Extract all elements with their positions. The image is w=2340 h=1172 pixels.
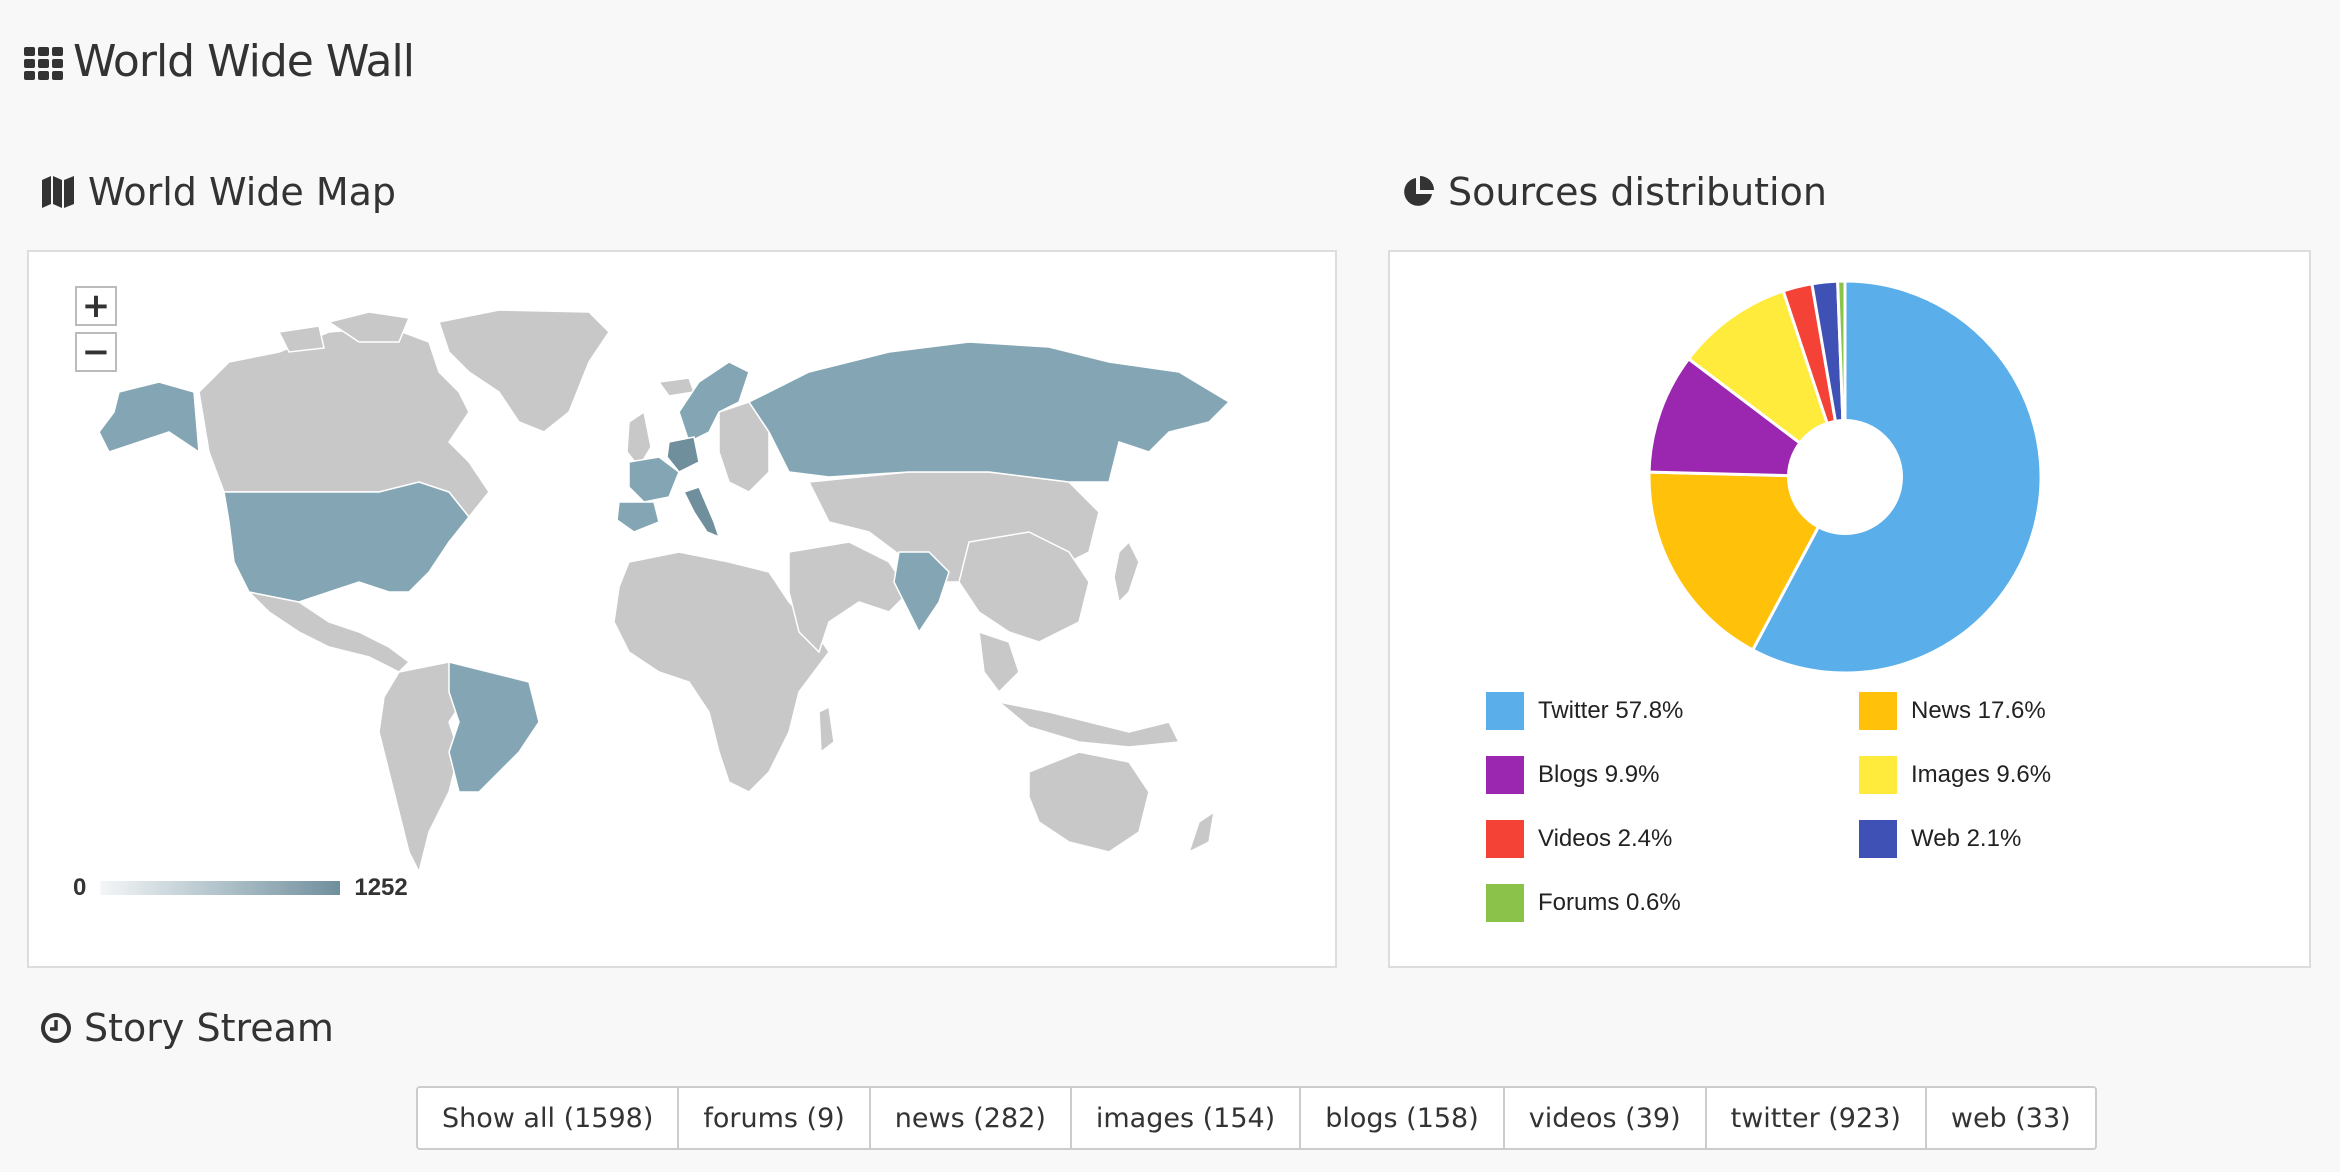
map-icon bbox=[42, 176, 74, 208]
legend-swatch bbox=[1859, 756, 1897, 794]
apps-grid-icon bbox=[24, 47, 63, 80]
map-region-canada bbox=[198, 326, 490, 519]
legend-label: Web 2.1% bbox=[1911, 825, 2022, 852]
map-region-middle-east bbox=[788, 541, 910, 654]
legend-swatch bbox=[1859, 692, 1897, 730]
legend-swatch bbox=[1486, 756, 1524, 794]
map-region-greenland bbox=[438, 309, 610, 433]
zoom-out-button[interactable]: − bbox=[75, 332, 117, 372]
page-title: World Wide Wall bbox=[24, 36, 415, 87]
map-region-alaska bbox=[98, 381, 200, 454]
map-region-uk bbox=[626, 410, 652, 469]
filter-web-button[interactable]: web (33) bbox=[1926, 1088, 2095, 1148]
legend-item[interactable]: Twitter 57.8% bbox=[1486, 692, 1859, 730]
story-stream-heading-text: Story Stream bbox=[84, 1006, 334, 1050]
zoom-in-button[interactable]: + bbox=[75, 286, 117, 326]
donut-hole bbox=[1787, 419, 1903, 535]
pie-chart-icon bbox=[1404, 176, 1434, 206]
legend-label: Images 9.6% bbox=[1911, 761, 2052, 788]
legend-swatch bbox=[1859, 820, 1897, 858]
story-stream-heading: Story Stream bbox=[40, 1006, 334, 1050]
map-region-madagascar bbox=[818, 705, 835, 754]
map-region-africa bbox=[613, 551, 830, 793]
map-heading-text: World Wide Map bbox=[88, 170, 397, 214]
scale-max-label: 1252 bbox=[354, 874, 408, 901]
filter-news-button[interactable]: news (282) bbox=[870, 1088, 1072, 1148]
filter-images-button[interactable]: images (154) bbox=[1071, 1088, 1302, 1148]
sources-heading-text: Sources distribution bbox=[1448, 170, 1827, 214]
pie-slice-images[interactable] bbox=[1686, 289, 1848, 482]
map-region-scandinavia bbox=[678, 361, 750, 444]
map-region-australia bbox=[1028, 751, 1150, 853]
map-region-usa bbox=[223, 481, 470, 603]
legend-label: News 17.6% bbox=[1911, 697, 2046, 724]
legend-swatch bbox=[1486, 820, 1524, 858]
map-region-italy bbox=[682, 486, 721, 539]
world-map[interactable] bbox=[29, 252, 1335, 966]
map-region-china bbox=[958, 531, 1090, 643]
legend-swatch bbox=[1486, 884, 1524, 922]
clock-icon bbox=[41, 1013, 71, 1043]
map-region-brazil bbox=[448, 661, 540, 793]
legend-item[interactable]: Blogs 9.9% bbox=[1486, 756, 1859, 794]
map-region-japan bbox=[1113, 540, 1140, 604]
page-title-text: World Wide Wall bbox=[73, 36, 415, 87]
map-section-heading: World Wide Map bbox=[40, 170, 396, 214]
story-filter-bar: Show all (1598) forums (9) news (282) im… bbox=[416, 1086, 2097, 1150]
sources-legend: Twitter 57.8% News 17.6% Blogs 9.9% Images … bbox=[1486, 692, 2246, 922]
legend-item[interactable]: Videos 2.4% bbox=[1486, 820, 1859, 858]
filter-forums-button[interactable]: forums (9) bbox=[679, 1088, 871, 1148]
map-region-indonesia bbox=[998, 701, 1181, 748]
world-map-panel[interactable]: + − 0 1252 bbox=[27, 250, 1337, 968]
legend-item[interactable]: Images 9.6% bbox=[1859, 756, 2232, 794]
legend-label: Videos 2.4% bbox=[1538, 825, 1673, 852]
legend-label: Twitter 57.8% bbox=[1538, 697, 1684, 724]
map-region-india bbox=[893, 551, 950, 634]
map-region-france bbox=[628, 456, 680, 503]
filter-show-all-button[interactable]: Show all (1598) bbox=[418, 1088, 680, 1148]
map-region-arctic-islands-2 bbox=[277, 325, 325, 353]
legend-item[interactable]: Web 2.1% bbox=[1859, 820, 2232, 858]
scale-min-label: 0 bbox=[73, 874, 87, 901]
filter-videos-button[interactable]: videos (39) bbox=[1504, 1088, 1707, 1148]
map-region-spain bbox=[616, 501, 660, 533]
sources-section-heading: Sources distribution bbox=[1400, 170, 1827, 214]
map-region-germany bbox=[666, 436, 700, 473]
map-region-southeast-asia bbox=[978, 630, 1020, 694]
map-region-arctic-islands bbox=[327, 311, 411, 343]
map-region-russia bbox=[747, 341, 1231, 483]
map-region-mexico bbox=[246, 590, 411, 673]
legend-item[interactable]: News 17.6% bbox=[1859, 692, 2232, 730]
scale-gradient-bar bbox=[100, 881, 341, 895]
sources-donut-chart bbox=[1647, 279, 2043, 675]
map-region-iceland bbox=[657, 377, 696, 397]
map-color-scale: 0 1252 bbox=[73, 874, 408, 902]
legend-item[interactable]: Forums 0.6% bbox=[1486, 884, 1859, 922]
sources-distribution-panel: Twitter 57.8% News 17.6% Blogs 9.9% Images … bbox=[1388, 250, 2311, 968]
map-region-new-zealand bbox=[1187, 810, 1216, 854]
legend-label: Blogs 9.9% bbox=[1538, 761, 1660, 788]
pie-slice-news[interactable] bbox=[1647, 470, 1848, 652]
filter-blogs-button[interactable]: blogs (158) bbox=[1301, 1088, 1505, 1148]
legend-swatch bbox=[1486, 692, 1524, 730]
filter-twitter-button[interactable]: twitter (923) bbox=[1706, 1088, 1927, 1148]
legend-label: Forums 0.6% bbox=[1538, 889, 1681, 916]
